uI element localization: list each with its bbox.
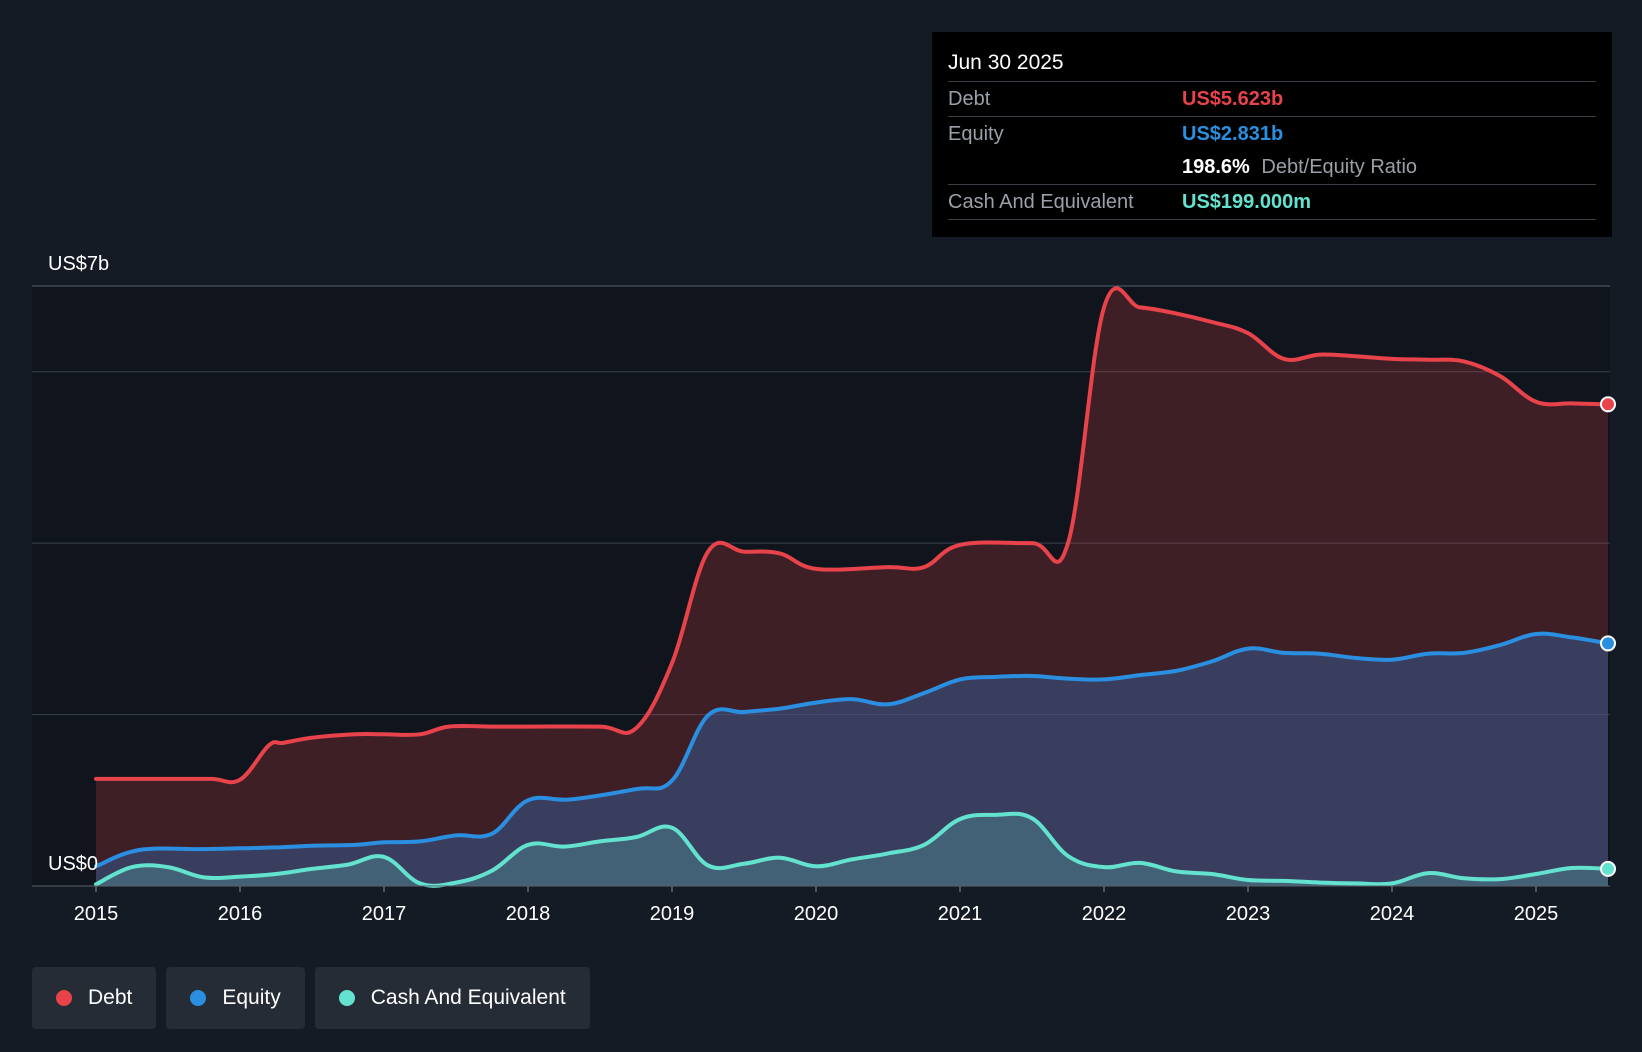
- tooltip-cash-label: Cash And Equivalent: [948, 191, 1134, 213]
- tooltip-equity-value: US$2.831b: [1182, 123, 1284, 145]
- legend-dot-cash-icon: [338, 990, 355, 1006]
- x-tick-label: 2022: [1082, 903, 1127, 925]
- series-lines: [94, 286, 1610, 888]
- legend-label-equity: Equity: [222, 986, 281, 1009]
- x-tick-label: 2021: [938, 903, 983, 925]
- tooltip-ratio-spacer: [948, 150, 1182, 184]
- legend-label-cash: Cash And Equivalent: [370, 986, 566, 1009]
- y-axis-max-label: US$7b: [48, 253, 109, 275]
- tooltip-equity-label: Equity: [948, 123, 1004, 145]
- legend-item-debt[interactable]: Debt: [32, 967, 157, 1029]
- x-tick-label: 2024: [1370, 903, 1415, 925]
- x-tick-label: 2019: [650, 903, 695, 925]
- legend-dot-debt-icon: [56, 990, 72, 1006]
- x-tick-label: 2015: [74, 903, 119, 925]
- equity-line: [94, 631, 1610, 869]
- tooltip-cash-row: Cash And Equivalent US$199.000m: [948, 185, 1596, 220]
- legend-item-cash[interactable]: Cash And Equivalent: [314, 967, 590, 1029]
- x-tick-label: 2016: [218, 903, 263, 925]
- tooltip-cash-value: US$199.000m: [1182, 191, 1311, 213]
- tooltip-ratio-row: 198.6% Debt/Equity Ratio: [948, 150, 1596, 185]
- x-tick-label: 2025: [1514, 903, 1559, 925]
- debt-line: [94, 286, 1610, 785]
- end-markers: [1600, 396, 1616, 877]
- x-axis-ticks: 2015 2016 2017 2018 2019 2020 2021 2022 2023 2024…: [32, 885, 1610, 925]
- chart-legend: Debt Equity Cash And Equivalent: [32, 967, 590, 1029]
- tooltip-panel: Jun 30 2025 Debt US$5.623b Equity US$2.8…: [932, 32, 1612, 237]
- debt-end-marker[interactable]: [1600, 396, 1616, 413]
- x-tick-label: 2020: [794, 903, 839, 925]
- tooltip-ratio-value: 198.6%: [1182, 156, 1250, 178]
- legend-dot-equity-icon: [190, 990, 207, 1006]
- tooltip-debt-value: US$5.623b: [1182, 88, 1284, 110]
- x-tick-label: 2017: [362, 903, 407, 925]
- cash-line: [94, 811, 1610, 888]
- y-axis-min-label: US$0: [48, 853, 98, 875]
- tooltip-date: Jun 30 2025: [948, 44, 1596, 82]
- tooltip-ratio-label: Debt/Equity Ratio: [1261, 156, 1418, 178]
- equity-end-marker[interactable]: [1600, 635, 1616, 652]
- legend-item-equity[interactable]: Equity: [166, 967, 305, 1029]
- cash-end-marker[interactable]: [1600, 860, 1616, 877]
- tooltip-debt-label: Debt: [948, 88, 991, 110]
- x-tick-label: 2018: [506, 903, 551, 925]
- equity-area: [96, 633, 1608, 886]
- x-tick-label: 2023: [1226, 903, 1271, 925]
- tooltip-debt-row: Debt US$5.623b: [948, 82, 1596, 117]
- tooltip-equity-row: Equity US$2.831b: [948, 117, 1596, 150]
- legend-label-debt: Debt: [88, 986, 133, 1009]
